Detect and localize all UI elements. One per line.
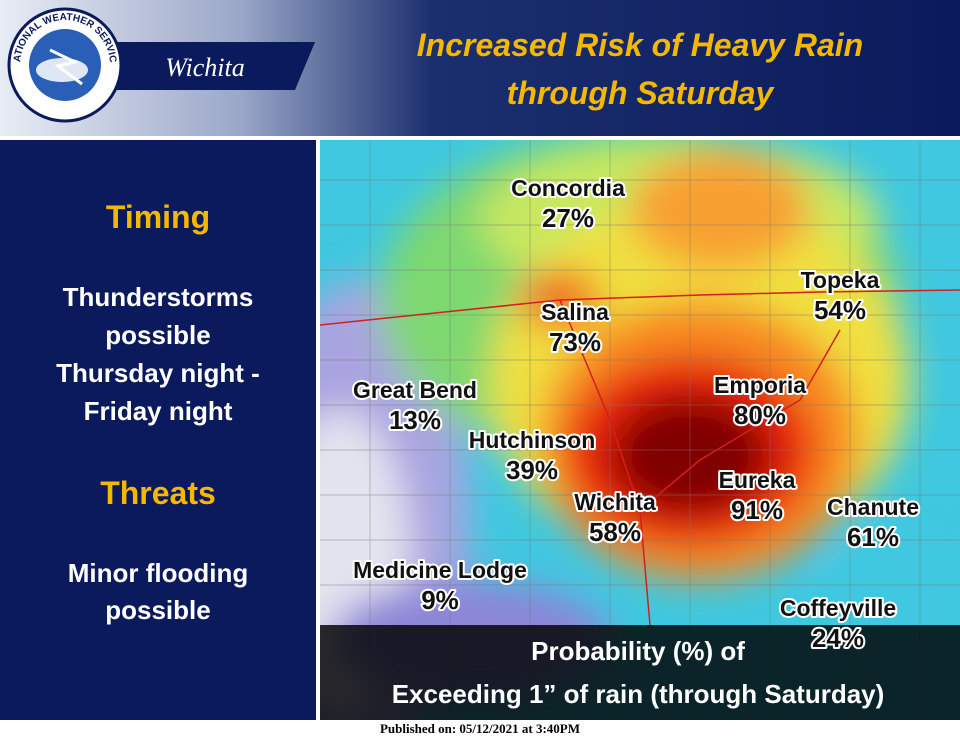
city-probability: 91% bbox=[731, 495, 783, 525]
city-name: Eureka bbox=[719, 467, 796, 493]
sidebar-line: Minor flooding bbox=[68, 558, 249, 588]
city-name: Wichita bbox=[574, 489, 656, 515]
sidebar-heading: Timing bbox=[106, 199, 210, 235]
published: Published on: 05/12/2021 at 3:40PM bbox=[380, 721, 580, 736]
city-name: Chanute bbox=[827, 494, 919, 520]
caption-box bbox=[320, 625, 960, 720]
sidebar-heading: Threats bbox=[100, 475, 216, 511]
city-name: Coffeyville bbox=[780, 595, 896, 621]
caption-line: Probability (%) of bbox=[531, 636, 745, 666]
sidebar-line: possible bbox=[105, 320, 210, 350]
office-banner bbox=[90, 42, 315, 90]
city-name: Emporia bbox=[714, 372, 806, 398]
city-name: Hutchinson bbox=[469, 427, 596, 453]
sidebar-line: possible bbox=[105, 595, 210, 625]
city-name: Concordia bbox=[511, 175, 625, 201]
city-probability: 27% bbox=[542, 203, 594, 233]
city-name: Great Bend bbox=[353, 377, 477, 403]
city-probability: 58% bbox=[589, 517, 641, 547]
title-line: Increased Risk of Heavy Rain bbox=[417, 27, 863, 63]
city-probability: 61% bbox=[847, 522, 899, 552]
caption-line: Exceeding 1” of rain (through Saturday) bbox=[392, 679, 885, 709]
city-name: Topeka bbox=[801, 267, 880, 293]
city-probability: 54% bbox=[814, 295, 866, 325]
map bbox=[320, 140, 960, 720]
title-line: through Saturday bbox=[507, 75, 776, 111]
city-probability: 24% bbox=[812, 623, 864, 653]
city-probability: 13% bbox=[389, 405, 441, 435]
office-name: Wichita bbox=[165, 53, 244, 82]
city-name: Medicine Lodge bbox=[353, 557, 527, 583]
city-probability: 73% bbox=[549, 327, 601, 357]
sidebar-line: Thunderstorms bbox=[63, 282, 254, 312]
sidebar-line: Thursday night - bbox=[56, 358, 260, 388]
sidebar-line: Friday night bbox=[84, 396, 233, 426]
highways bbox=[320, 289, 960, 626]
county-lines bbox=[320, 140, 960, 720]
city-probability: 9% bbox=[421, 585, 459, 615]
logo-bolt bbox=[49, 48, 83, 86]
sidebar bbox=[0, 140, 316, 720]
city-name: Salina bbox=[541, 299, 609, 325]
city-probability: 80% bbox=[734, 400, 786, 430]
city-probability: 39% bbox=[506, 455, 558, 485]
